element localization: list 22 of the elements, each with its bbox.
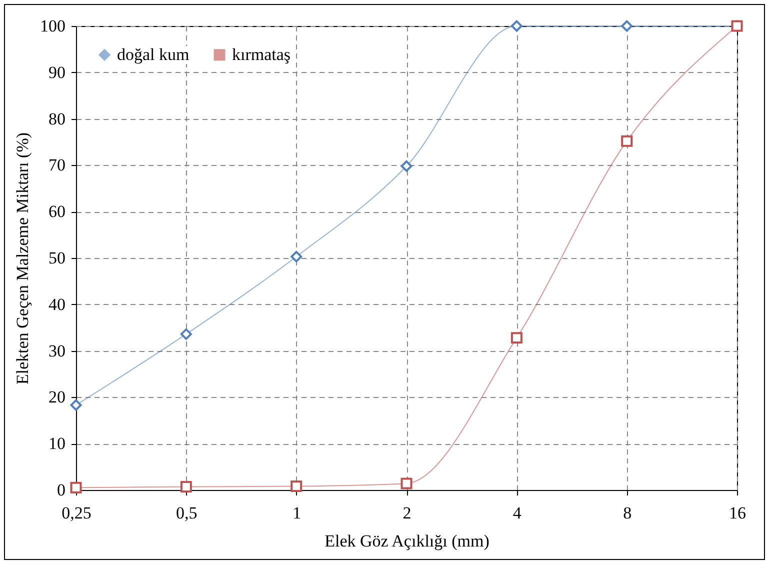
x-tick-label: 2 (402, 504, 412, 522)
legend-label: kırmataş (232, 44, 291, 64)
y-tick-label: 90 (48, 62, 66, 82)
x-tick-label: 16 (729, 504, 746, 522)
y-axis-title: Elekten Geçen Malzeme Miktarı (%) (13, 132, 32, 385)
x-tick-label: 8 (623, 504, 632, 522)
y-tick-label: 0 (57, 480, 66, 500)
y-tick-label: 50 (48, 248, 66, 268)
x-tick-label: 4 (512, 504, 522, 522)
y-tick-label: 70 (48, 156, 66, 175)
y-tick-label: 100 (40, 16, 66, 36)
y-tick-label: 60 (48, 202, 66, 222)
y-tick-label: 20 (48, 388, 66, 407)
x-tick-label: 1 (292, 504, 302, 522)
y-tick-label: 30 (48, 341, 66, 360)
x-tick-label: 0,25 (62, 504, 92, 522)
y-tick-label: 10 (48, 434, 66, 454)
x-tick-label: 0,5 (176, 504, 198, 522)
x-axis-title: Elek Göz Açıklığı (mm) (324, 532, 490, 550)
y-tick-label: 40 (48, 294, 66, 314)
y-tick-label: 80 (48, 109, 66, 128)
legend-label: doğal kum (117, 44, 190, 64)
